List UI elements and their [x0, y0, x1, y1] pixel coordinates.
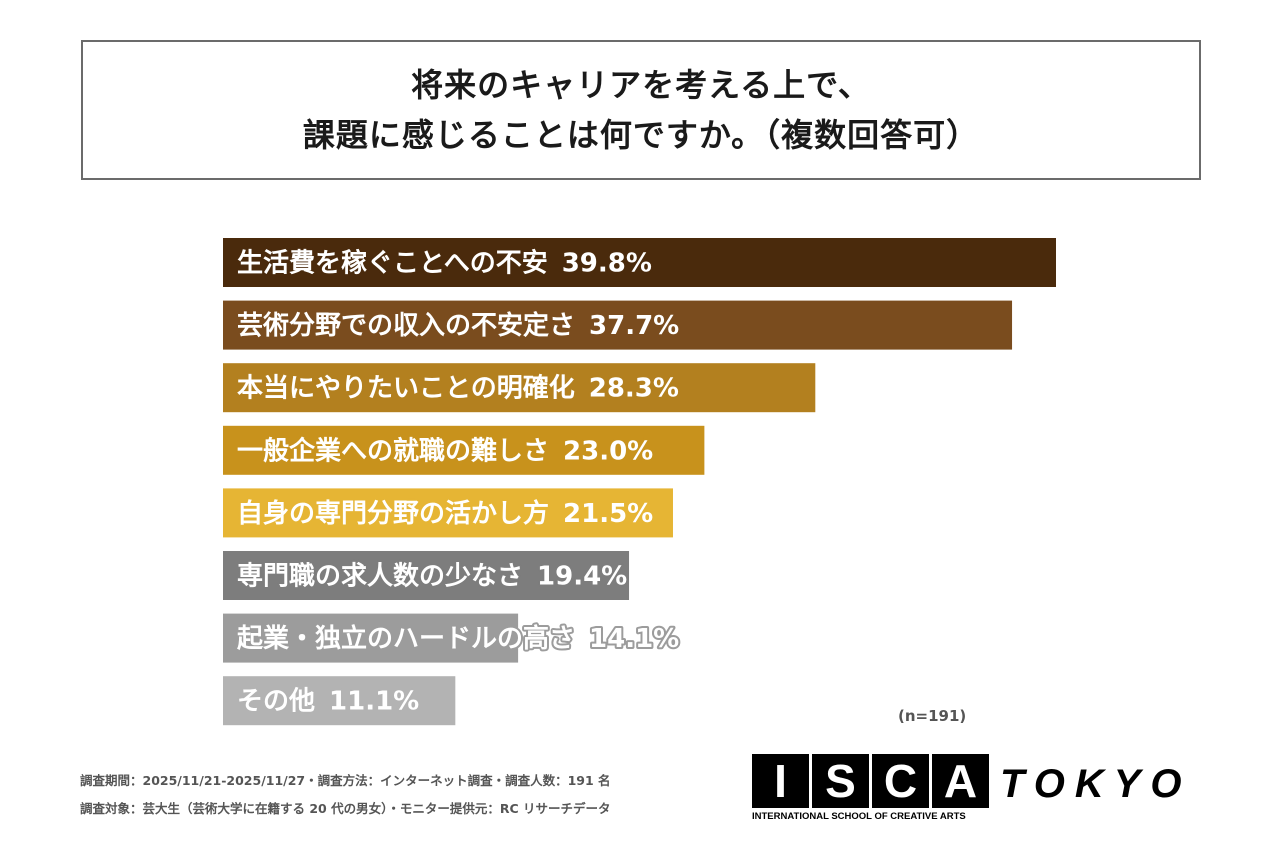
logo-letter: A	[932, 754, 989, 808]
bar	[223, 551, 630, 600]
logo-letter: S	[812, 754, 869, 808]
category-label: 専門職の求人数の少なさ	[237, 562, 523, 592]
category-label: 芸術分野での収入の不安定さ	[237, 310, 575, 341]
bar	[223, 300, 1013, 350]
isca-tokyo-logo: I S C A TOKYO INTERNATIONAL SCHOOL OF CR…	[752, 754, 1182, 822]
value-label: 21.5%	[563, 499, 653, 529]
chart-title-line-1: 将来のキャリアを考える上で、	[411, 66, 871, 104]
logo-tokyo: TOKYO	[1000, 762, 1192, 806]
chart-title-box: 将来のキャリアを考える上で、 課題に感じることは何ですか。（複数回答可）	[81, 40, 1201, 180]
bar	[223, 363, 816, 413]
value-label: 37.7%	[589, 311, 679, 341]
survey-period-note: 調査期間：2025/11/21-2025/11/27・調査方法：インターネット調…	[80, 773, 611, 788]
value-label: 23.0%	[563, 436, 653, 466]
bar-label: その他 11.1%	[237, 687, 419, 717]
chart-title-line-2: 課題に感じることは何ですか。（複数回答可）	[302, 116, 980, 154]
category-label: 一般企業への就職の難しさ	[237, 435, 549, 466]
sample-size-label: (n=191)	[898, 707, 967, 725]
bar	[223, 425, 705, 475]
category-label: その他	[237, 687, 315, 717]
bar-label: 専門職の求人数の少なさ 19.4%	[237, 562, 627, 592]
bar-label: 自身の専門分野の活かし方 21.5%	[237, 498, 653, 529]
bar-label: 本当にやりたいことの明確化 28.3%	[237, 373, 679, 404]
bar	[223, 613, 519, 663]
bar-label: 芸術分野での収入の不安定さ 37.7%	[237, 310, 679, 341]
bar	[223, 676, 456, 726]
value-label: 19.4%	[537, 562, 627, 592]
value-label: 28.3%	[589, 374, 679, 404]
logo-letter: C	[872, 754, 929, 808]
value-label: 14.1%	[589, 624, 679, 654]
survey-target-note: 調査対象：芸大生（芸術大学に在籍する 20 代の男女）・モニター提供元：RC リ…	[80, 801, 611, 816]
bar	[223, 238, 1056, 287]
bar-label: 一般企業への就職の難しさ 23.0%	[237, 435, 653, 466]
category-label: 自身の専門分野の活かし方	[237, 498, 549, 529]
value-label: 11.1%	[329, 687, 419, 717]
bar	[223, 488, 673, 538]
category-label: 起業・独立のハードルの高さ	[237, 623, 575, 654]
category-label: 生活費を稼ぐことへの不安	[237, 249, 548, 279]
bar-label: 起業・独立のハードルの高さ 14.1%	[237, 623, 679, 654]
value-label: 39.8%	[562, 249, 652, 279]
category-label: 本当にやりたいことの明確化	[237, 373, 575, 404]
bar-label: 生活費を稼ぐことへの不安 39.8%	[237, 249, 652, 279]
logo-subtitle: INTERNATIONAL SCHOOL OF CREATIVE ARTS	[752, 811, 966, 822]
logo-letter: I	[752, 754, 809, 808]
